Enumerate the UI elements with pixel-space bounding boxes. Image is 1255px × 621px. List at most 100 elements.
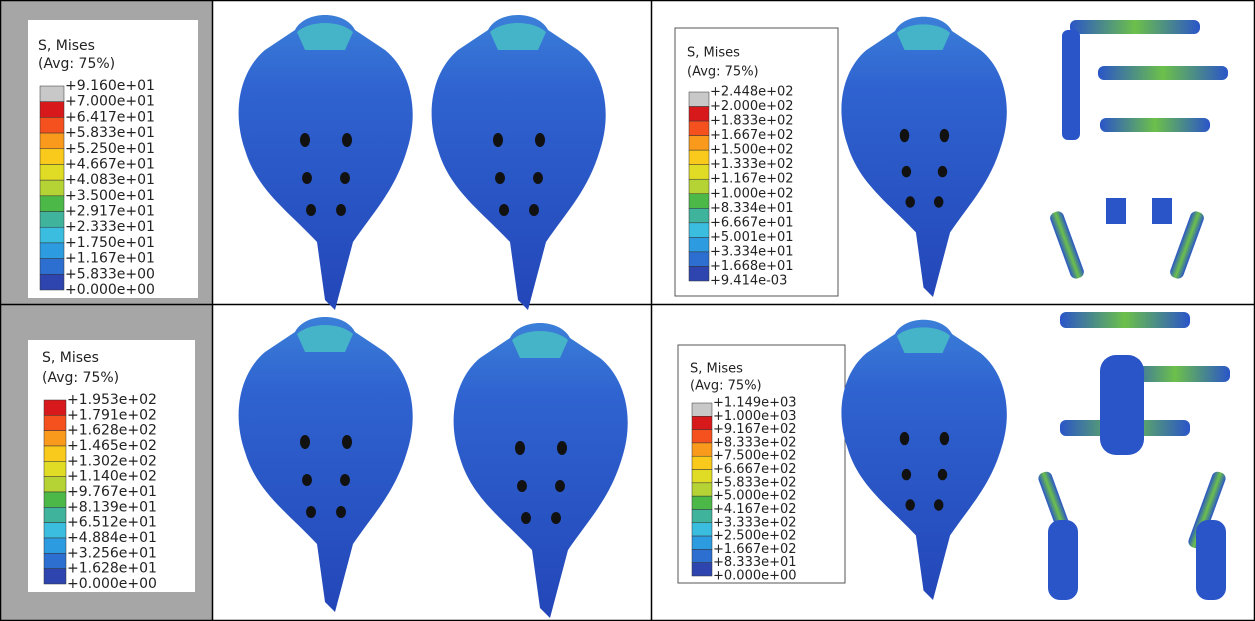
legend-band (40, 117, 64, 133)
legend-label: +9.414e-03 (710, 274, 787, 289)
legend-label: +2.917e+01 (65, 204, 155, 220)
legend-title: S, Mises (42, 350, 99, 366)
legend-label: +1.833e+02 (710, 114, 794, 129)
legend-band (40, 212, 64, 228)
legend-label: +1.750e+01 (65, 235, 155, 251)
legend-band (689, 121, 709, 136)
legend-band (692, 470, 712, 483)
legend-label: +4.884e+01 (67, 530, 157, 546)
legend-band (692, 430, 712, 443)
legend-band (40, 180, 64, 196)
legend-band (689, 107, 709, 122)
legend-band (692, 403, 712, 416)
legend-band (44, 415, 66, 430)
legend-label: +5.833e+00 (65, 266, 155, 282)
legend-label: +9.767e+01 (67, 484, 157, 500)
legend-label: +3.256e+01 (67, 545, 157, 561)
legend-label: +1.333e+02 (710, 157, 794, 172)
legend-label: +0.000e+00 (65, 282, 155, 298)
legend-label: +1.500e+02 (710, 143, 794, 158)
legend-label: +1.668e+01 (710, 259, 794, 274)
legend-label: +7.000e+01 (65, 94, 155, 110)
legend-band (689, 237, 709, 252)
legend-band (692, 443, 712, 456)
legend-band (692, 496, 712, 509)
legend-subtitle: (Avg: 75%) (38, 56, 115, 72)
legend-label: +0.000e+00 (713, 569, 797, 584)
legend-label: +1.628e+01 (67, 561, 157, 577)
legend-label: +2.000e+02 (710, 99, 794, 114)
legend-label: +6.417e+01 (65, 109, 155, 125)
legend-band (689, 150, 709, 165)
legend-band (40, 227, 64, 243)
legend-label: +1.791e+02 (67, 407, 157, 423)
legend-label: +4.083e+01 (65, 172, 155, 188)
legend-band (40, 102, 64, 118)
legend-label: +6.512e+01 (67, 515, 157, 531)
legend-band (44, 400, 66, 415)
legend-band (689, 252, 709, 267)
legend-band (40, 243, 64, 259)
legend-label: +8.139e+01 (67, 499, 157, 515)
legend-label: +1.465e+02 (67, 438, 157, 454)
legend-label: +1.667e+02 (710, 128, 794, 143)
legend-label: +5.833e+01 (65, 125, 155, 141)
legend-label: +1.953e+02 (67, 392, 157, 408)
legend-band (44, 477, 66, 492)
legend-band (689, 179, 709, 194)
legend-label: +2.448e+02 (710, 85, 794, 100)
legend-subtitle: (Avg: 75%) (42, 370, 119, 386)
legend-band (44, 431, 66, 446)
legend-label: +4.667e+01 (65, 156, 155, 172)
legend-band (40, 164, 64, 180)
legend-band (40, 86, 64, 102)
legend-band (689, 266, 709, 281)
legend-band (692, 549, 712, 562)
legend-label: +1.167e+02 (710, 172, 794, 187)
legend-label: +1.628e+02 (67, 423, 157, 439)
legend-band (689, 92, 709, 107)
legend-band (689, 165, 709, 180)
legend-band (40, 274, 64, 290)
legend-band (692, 536, 712, 549)
legend-label: +5.250e+01 (65, 141, 155, 157)
legend-band (44, 461, 66, 476)
legend-label: +2.333e+01 (65, 219, 155, 235)
legend-label: +3.334e+01 (710, 244, 794, 259)
legend-label: +8.334e+01 (710, 201, 794, 216)
legend-band (40, 259, 64, 275)
legend-label: +5.001e+01 (710, 230, 794, 245)
legend-label: +1.302e+02 (67, 453, 157, 469)
legend-label: +1.000e+02 (710, 186, 794, 201)
legend-label: +1.167e+01 (65, 251, 155, 267)
legend-band (40, 133, 64, 149)
legend-band (689, 194, 709, 209)
legend-subtitle: (Avg: 75%) (687, 65, 759, 80)
legend-label: +0.000e+00 (67, 576, 157, 592)
legend-label: +9.160e+01 (65, 78, 155, 94)
legend-band (689, 136, 709, 151)
figure: S, Mises(Avg: 75%)+9.160e+01+7.000e+01+6… (0, 0, 1255, 621)
legend-band (692, 483, 712, 496)
legend-label: +1.140e+02 (67, 469, 157, 485)
legend-label: +3.500e+01 (65, 188, 155, 204)
legend-band (44, 538, 66, 553)
legend-band (692, 456, 712, 469)
legend-title: S, Mises (687, 46, 740, 61)
legend-band (692, 563, 712, 576)
legend-band (44, 523, 66, 538)
legend-band (689, 208, 709, 223)
legend-title: S, Mises (38, 38, 95, 54)
legend-band (44, 507, 66, 522)
legend-band (44, 569, 66, 584)
legend-band (689, 223, 709, 238)
legend-band (692, 523, 712, 536)
legend-band (692, 509, 712, 522)
legend-label: +6.667e+01 (710, 215, 794, 230)
legend-band (44, 446, 66, 461)
legend-band (692, 416, 712, 429)
legend-band (44, 553, 66, 568)
legend-subtitle: (Avg: 75%) (690, 379, 762, 394)
legend-band (44, 492, 66, 507)
legend-band (40, 196, 64, 212)
